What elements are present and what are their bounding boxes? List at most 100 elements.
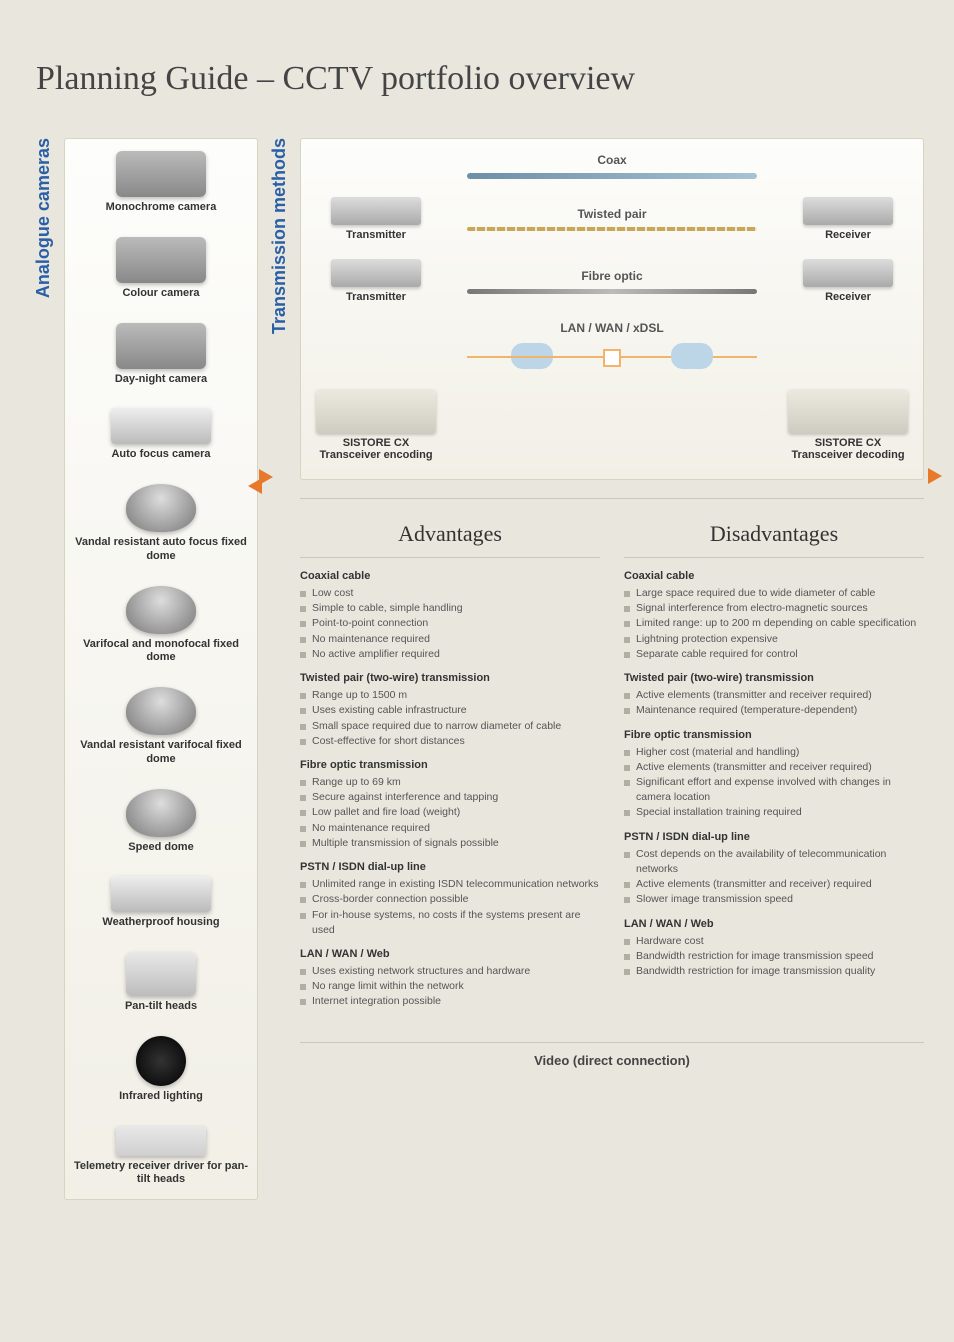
- camera-image: [126, 952, 196, 996]
- cable-line: [467, 289, 757, 294]
- ip-diagram: [467, 341, 757, 371]
- list-item: Slower image transmission speed: [624, 892, 924, 907]
- cable-line: [467, 173, 757, 179]
- camera-label: Auto focus camera: [71, 448, 251, 462]
- bullet-list: Active elements (transmitter and receive…: [624, 688, 924, 718]
- category-text: Analogue cameras: [33, 138, 54, 298]
- bullet-list: Hardware costBandwidth restriction for i…: [624, 934, 924, 980]
- camera-item: Colour camera: [71, 237, 251, 301]
- transmission-link: Fibre optic: [451, 269, 773, 294]
- list-item: Bandwidth restriction for image transmis…: [624, 949, 924, 964]
- list-item: Simple to cable, simple handling: [300, 601, 600, 616]
- list-item: Point-to-point connection: [300, 616, 600, 631]
- section-title: Fibre optic transmission: [624, 729, 924, 741]
- transmission-link: Twisted pair: [451, 207, 773, 231]
- transmission-row: SISTORE CX Transceiver encoding SISTORE C…: [311, 389, 913, 461]
- device-left: SISTORE CX Transceiver encoding: [311, 389, 441, 461]
- device-label: SISTORE CX Transceiver decoding: [783, 437, 913, 461]
- device-image: [803, 197, 893, 225]
- device-image: [803, 259, 893, 287]
- transmission-link: Coax: [451, 153, 773, 179]
- list-item: Higher cost (material and handling): [624, 745, 924, 760]
- link-caption: Fibre optic: [451, 269, 773, 283]
- transmission-link: LAN / WAN / xDSL: [451, 321, 773, 371]
- device-left: Transmitter: [311, 197, 441, 241]
- columns: Analogue cameras Monochrome cameraColour…: [30, 138, 924, 1200]
- section-title: Twisted pair (two-wire) transmission: [300, 672, 600, 684]
- category-label-cameras: Analogue cameras: [30, 138, 56, 1200]
- list-item: Low cost: [300, 586, 600, 601]
- device-label: Receiver: [783, 229, 913, 241]
- list-item: No range limit within the network: [300, 979, 600, 994]
- cameras-panel: Monochrome cameraColour cameraDay-night …: [64, 138, 258, 1200]
- device-image: [788, 389, 908, 433]
- list-item: Significant effort and expense involved …: [624, 775, 924, 805]
- list-item: Cost-effective for short distances: [300, 734, 600, 749]
- bullet-list: Cost depends on the availability of tele…: [624, 847, 924, 908]
- device-left: Transmitter: [311, 259, 441, 303]
- list-item: Uses existing cable infrastructure: [300, 703, 600, 718]
- bullet-list: Uses existing network structures and har…: [300, 964, 600, 1010]
- list-item: Active elements (transmitter and receive…: [624, 688, 924, 703]
- device-right: Receiver: [783, 259, 913, 303]
- camera-image: [116, 1126, 206, 1156]
- bullet-list: Range up to 1500 mUses existing cable in…: [300, 688, 600, 749]
- device-label: Transmitter: [311, 229, 441, 241]
- arrow-icon: [248, 478, 262, 494]
- bullet-list: Range up to 69 kmSecure against interfer…: [300, 775, 600, 851]
- transmission-row: LAN / WAN / xDSL: [311, 321, 913, 371]
- bullet-list: Large space required due to wide diamete…: [624, 586, 924, 662]
- camera-label: Pan-tilt heads: [71, 1000, 251, 1014]
- list-item: Range up to 69 km: [300, 775, 600, 790]
- list-item: Unlimited range in existing ISDN telecom…: [300, 877, 600, 892]
- device-label: Transmitter: [311, 291, 441, 303]
- transmission-row: Transmitter Fibre optic Receiver: [311, 259, 913, 303]
- list-item: Cross-border connection possible: [300, 892, 600, 907]
- list-item: Signal interference from electro-magneti…: [624, 601, 924, 616]
- device-label: SISTORE CX Transceiver encoding: [311, 437, 441, 461]
- section-title: Coaxial cable: [624, 570, 924, 582]
- device-image: [331, 197, 421, 225]
- link-caption: Twisted pair: [451, 207, 773, 221]
- list-item: Large space required due to wide diamete…: [624, 586, 924, 601]
- camera-label: Vandal resistant auto focus fixed dome: [71, 536, 251, 564]
- device-right: SISTORE CX Transceiver decoding: [783, 389, 913, 461]
- camera-image: [126, 586, 196, 634]
- right-column: CoaxTransmitterTwisted pairReceiverTrans…: [300, 138, 924, 1200]
- section-title: PSTN / ISDN dial-up line: [300, 861, 600, 873]
- device-label: Receiver: [783, 291, 913, 303]
- transmission-row: Coax: [311, 153, 913, 179]
- disadvantages-column: Disadvantages Coaxial cableLarge space r…: [624, 515, 924, 1020]
- list-item: Low pallet and fire load (weight): [300, 805, 600, 820]
- section-title: Twisted pair (two-wire) transmission: [624, 672, 924, 684]
- camera-image: [111, 408, 211, 444]
- list-item: Lightning protection expensive: [624, 632, 924, 647]
- list-item: Maintenance required (temperature-depend…: [624, 703, 924, 718]
- camera-image: [126, 687, 196, 735]
- list-item: Small space required due to narrow diame…: [300, 719, 600, 734]
- list-item: For in-house systems, no costs if the sy…: [300, 908, 600, 938]
- camera-item: Telemetry receiver driver for pan-tilt h…: [71, 1126, 251, 1188]
- camera-item: Vandal resistant varifocal fixed dome: [71, 687, 251, 767]
- link-caption: Coax: [451, 153, 773, 167]
- camera-image: [116, 323, 206, 369]
- list-item: No maintenance required: [300, 821, 600, 836]
- camera-image: [126, 484, 196, 532]
- cable-line: [467, 227, 757, 231]
- transmission-panel: CoaxTransmitterTwisted pairReceiverTrans…: [300, 138, 924, 480]
- list-item: Limited range: up to 200 m depending on …: [624, 616, 924, 631]
- list-item: Active elements (transmitter and receive…: [624, 760, 924, 775]
- camera-image: [136, 1036, 186, 1086]
- camera-label: Telemetry receiver driver for pan-tilt h…: [71, 1160, 251, 1188]
- list-item: No maintenance required: [300, 632, 600, 647]
- camera-item: Pan-tilt heads: [71, 952, 251, 1014]
- camera-label: Varifocal and monofocal fixed dome: [71, 638, 251, 666]
- bullet-list: Unlimited range in existing ISDN telecom…: [300, 877, 600, 938]
- device-image: [331, 259, 421, 287]
- footer-label: Video (direct connection): [300, 1042, 924, 1068]
- section-title: Coaxial cable: [300, 570, 600, 582]
- bullet-list: Low costSimple to cable, simple handling…: [300, 586, 600, 662]
- device-image: [316, 389, 436, 433]
- list-item: No active amplifier required: [300, 647, 600, 662]
- advantages-disadvantages: Advantages Coaxial cableLow costSimple t…: [300, 498, 924, 1020]
